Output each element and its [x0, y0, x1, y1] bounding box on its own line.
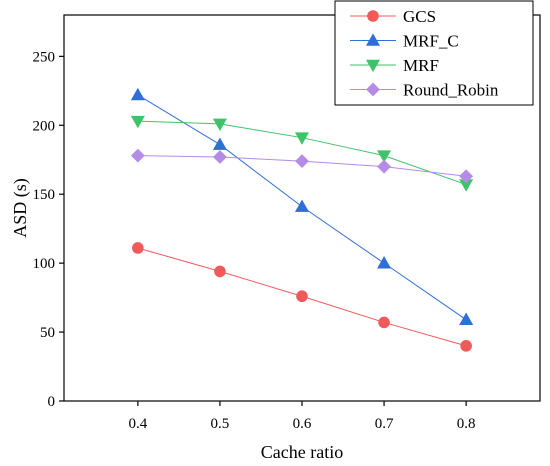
series-layer [130, 87, 474, 352]
x-tick-label: 0.7 [375, 416, 394, 432]
data-point [459, 169, 474, 184]
legend-label: Round_Robin [403, 81, 499, 100]
x-axis-title: Cache ratio [261, 442, 343, 462]
x-tick-label: 0.5 [211, 416, 230, 432]
y-axis-title: ASD (s) [10, 178, 31, 238]
data-point [130, 115, 145, 129]
legend-label: MRF_C [403, 32, 459, 51]
legend-item: Round_Robin [350, 81, 499, 100]
data-point [130, 148, 145, 163]
data-point [459, 312, 474, 325]
data-point [212, 118, 227, 132]
y-axis-ticks: 0 50 100 150 200 250 [33, 49, 64, 410]
data-point [294, 132, 310, 145]
y-tick-label: 0 [48, 394, 56, 410]
x-axis-ticks: 0.4 0.5 0.6 0.7 0.8 [128, 401, 476, 432]
legend-marker [365, 59, 381, 73]
y-tick-label: 250 [33, 49, 56, 65]
legend-marker [365, 33, 381, 46]
data-point [212, 137, 227, 150]
data-point [295, 154, 309, 169]
data-point [460, 340, 472, 352]
legend-item: GCS [350, 7, 436, 26]
y-tick-label: 50 [40, 325, 55, 341]
legend-label: MRF [403, 56, 439, 75]
legend-marker [366, 82, 380, 97]
legend: GCS MRF_C MRF Round_Robin [334, 0, 534, 106]
legend-label: GCS [403, 7, 436, 26]
data-point [132, 242, 144, 254]
data-point [213, 150, 227, 164]
series-gcs [132, 242, 472, 352]
data-point [377, 150, 392, 163]
y-tick-label: 100 [33, 256, 56, 272]
data-point [130, 87, 145, 101]
data-point [214, 265, 226, 278]
legend-item: MRF [350, 56, 439, 75]
data-point [377, 159, 391, 174]
y-tick-label: 200 [33, 118, 56, 134]
x-tick-label: 0.8 [457, 416, 476, 432]
series-round-robin [130, 148, 474, 184]
series-mrf-c [130, 87, 474, 325]
data-point [294, 199, 310, 212]
series-line [137, 120, 467, 186]
data-point [378, 316, 390, 329]
x-tick-label: 0.4 [128, 416, 147, 432]
series-mrf [130, 115, 474, 192]
x-tick-label: 0.6 [293, 416, 312, 432]
legend-marker [367, 10, 379, 22]
legend-item: MRF_C [350, 32, 459, 51]
data-point [377, 256, 392, 269]
data-point [296, 290, 308, 303]
y-tick-label: 150 [33, 187, 56, 203]
